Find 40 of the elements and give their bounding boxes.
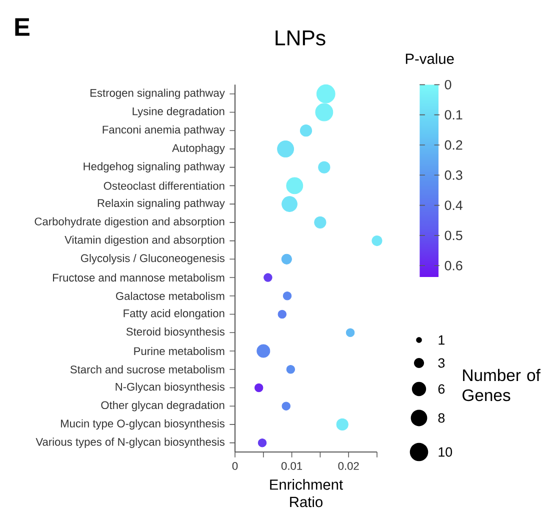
y-tick-label: Other glycan degradation [101,400,224,412]
color-bar-label: 0 [444,80,452,90]
y-tick-label: Galactose metabolism [116,292,224,300]
color-bar-label: 0.1 [444,110,462,120]
y-tick-label: Various types of N-glycan biosynthesis [36,438,225,448]
y-tick-label: Starch and sucrose metabolism [70,365,224,374]
color-bar-label: 0.2 [444,140,462,150]
x-tick-label: 0 [232,462,238,470]
y-tick-label: Relaxin signaling pathway [98,198,225,210]
color-bar-label: 0.3 [444,170,462,180]
y-tick-label: Fanconi anemia pathway [102,125,225,136]
y-tick-label: Fructose and mannose metabolism [53,273,224,282]
color-bar-label: 0.5 [444,230,462,240]
y-tick-label: Lysine degradation [132,107,224,118]
y-tick-label: Fatty acid elongation [124,309,224,320]
x-tick-label: 0.01 [281,462,302,470]
y-tick-label: Estrogen signaling pathway [90,88,225,100]
x-axis-title: Enrichment Ratio [270,479,343,508]
y-tick-label: Hedgehog signaling pathway [84,162,225,172]
legend-label: 3 [438,358,445,368]
color-bar-label: 0.6 [444,260,462,270]
color-bar-title: P-value [406,53,454,64]
x-tick-label: 0.02 [338,462,359,470]
legend-label: 6 [438,384,445,394]
y-tick-label: Purine metabolism [134,346,224,356]
chart-title: LNPs [276,30,326,46]
text: E [15,18,30,36]
y-tick-label: Autophagy [172,144,225,154]
y-tick-label: Carbohydrate digestion and absorption [34,217,224,228]
y-tick-label: Glycolysis / Gluconeogenesis [80,254,225,264]
legend-label: 1 [438,335,444,345]
legend-label: 8 [438,413,445,423]
y-tick-label: N-Glycan biosynthesis [116,382,225,393]
y-tick-label: Osteoclast differentiation [104,182,224,190]
color-bar-label: 0.4 [444,200,462,210]
legend-label: 10 [438,447,452,457]
y-tick-label: Steroid biosynthesis [126,327,225,338]
y-tick-label: Vitamin digestion and absorption [64,236,224,246]
y-tick-label: Mucin type O-glycan biosynthesis [61,419,225,430]
legend-title: Number of Genes [462,368,540,402]
